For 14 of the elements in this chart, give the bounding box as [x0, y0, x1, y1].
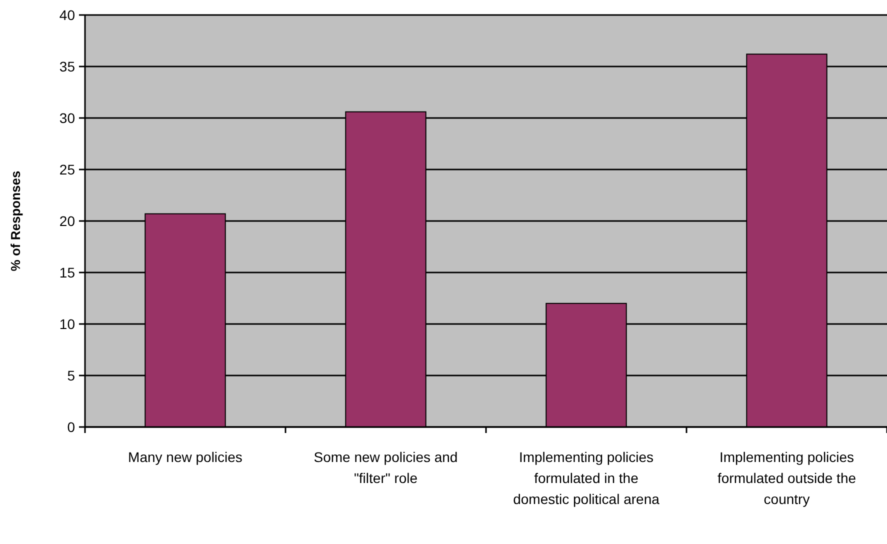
x-tick-label: Some new policies and "filter" role: [314, 449, 458, 486]
y-axis-title: % of Responses: [8, 170, 23, 272]
y-tick-label: 5: [67, 367, 76, 384]
y-tick-label: 25: [59, 161, 76, 178]
y-tick-label: 40: [59, 6, 76, 23]
x-tick-label: Implementing policies formulated outside the country: [717, 449, 856, 507]
y-tick-label: 35: [59, 58, 76, 74]
y-tick-label: 20: [59, 212, 76, 229]
y-tick-label: 10: [59, 316, 76, 332]
y-tick-label: 0: [67, 418, 76, 435]
x-tick-label: Implementing policies formulated in the domestic political arena: [513, 449, 660, 507]
y-tick-label: 15: [59, 264, 76, 280]
x-tick-label: Many new policies: [128, 449, 242, 465]
y-tick-label: 30: [59, 110, 76, 126]
